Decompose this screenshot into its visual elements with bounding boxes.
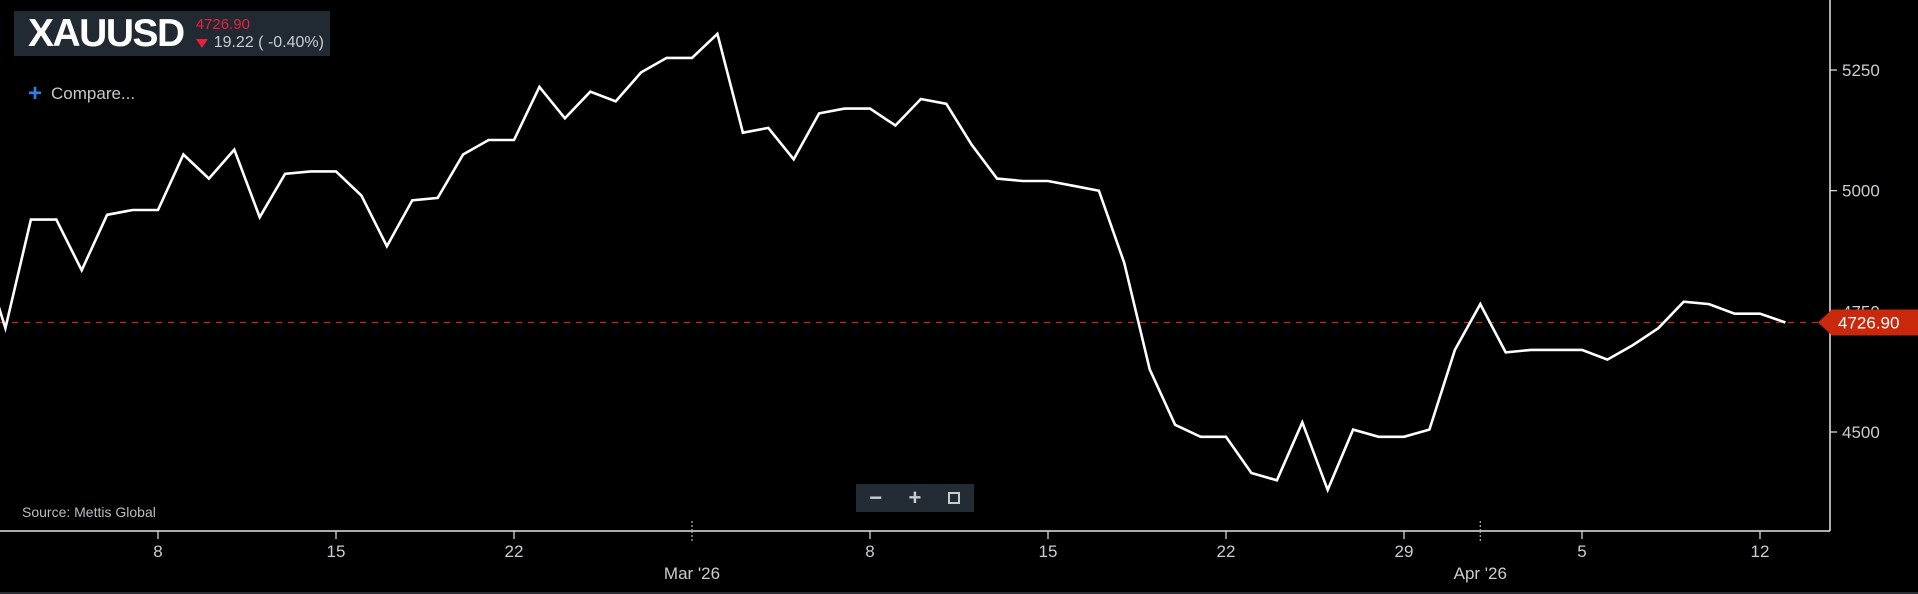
compare-button[interactable]: + Compare... <box>28 80 136 107</box>
compare-label: Compare... <box>51 84 136 103</box>
x-axis-ticks: 8 15 22 8 15 22 29 5 12 <box>153 531 1769 561</box>
x-tick-label: 8 <box>865 542 874 561</box>
price-points <box>0 34 1785 490</box>
y-tick-label: 4500 <box>1842 423 1880 442</box>
y-axis-ticks: 4500475050005250 <box>1830 61 1880 442</box>
x-tick-label: 29 <box>1395 542 1414 561</box>
price-series-line[interactable] <box>0 31 1786 494</box>
fullscreen-button[interactable] <box>939 486 969 510</box>
zoom-controls: − + <box>856 484 974 512</box>
x-tick-label: 5 <box>1577 542 1586 561</box>
x-tick-label: 15 <box>327 542 346 561</box>
x-tick-label: 22 <box>1217 542 1236 561</box>
x-tick-label: 22 <box>505 542 524 561</box>
month-label: Apr '26 <box>1454 564 1507 583</box>
quote-change-row: 19.22 ( -0.40%) <box>195 33 324 52</box>
y-tick-label: 5000 <box>1842 182 1880 201</box>
zoom-out-button[interactable]: − <box>869 485 883 510</box>
fullscreen-icon <box>948 492 961 504</box>
x-tick-label: 8 <box>153 542 162 561</box>
y-tick-label: 5250 <box>1842 61 1880 80</box>
quote-price: 4726.90 <box>195 15 250 33</box>
source-label: Source: Mettis Global <box>22 504 156 520</box>
last-price-tag <box>1818 309 1918 336</box>
ticker-symbol: XAUUSD <box>28 12 185 55</box>
last-price-tag-label: 4726.90 <box>1838 313 1899 332</box>
plus-icon: + <box>28 80 43 107</box>
month-label: Mar '26 <box>664 564 720 583</box>
ticker-header: XAUUSD 4726.90 19.22 ( -0.40%) <box>14 11 330 56</box>
arrow-down-icon <box>195 38 208 48</box>
x-tick-label: 15 <box>1039 542 1058 561</box>
month-ticks: Mar '26 Apr '26 <box>664 519 1507 583</box>
zoom-in-button[interactable]: + <box>908 485 922 510</box>
quote-change: 19.22 ( -0.40%) <box>213 33 324 51</box>
x-tick-label: 12 <box>1751 542 1770 561</box>
quote-block: 4726.90 19.22 ( -0.40%) <box>195 11 324 56</box>
